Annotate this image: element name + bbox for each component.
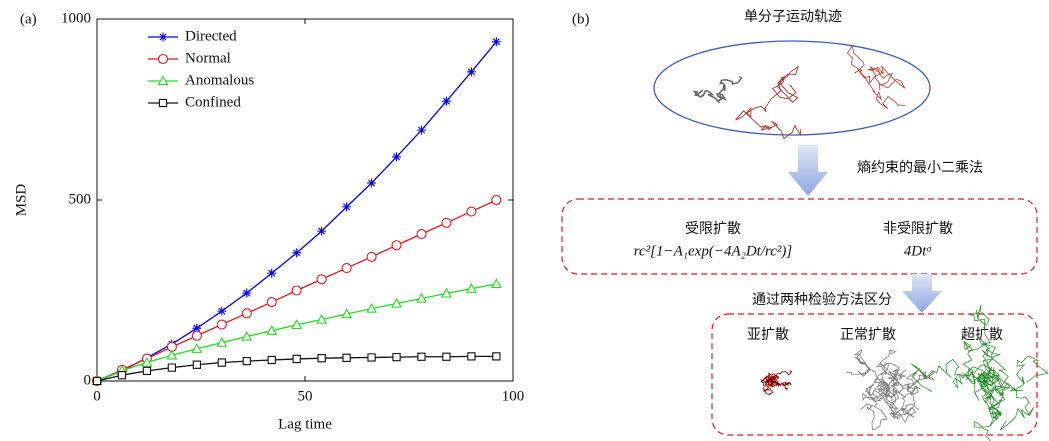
marker xyxy=(342,202,351,211)
trajectory xyxy=(848,46,906,109)
x-tick-label: 0 xyxy=(93,388,101,404)
confined-formula: rc²[1−A₁exp(−4A₂Dt/rc²)] xyxy=(634,243,793,259)
plot-frame xyxy=(97,19,513,381)
free-formula: 4Dtᵅ xyxy=(904,243,932,259)
trajectory xyxy=(736,67,801,139)
trajectory-title: 单分子运动轨迹 xyxy=(744,9,842,25)
marker xyxy=(467,207,476,216)
marker xyxy=(443,353,450,360)
marker xyxy=(93,377,100,384)
marker xyxy=(118,372,125,379)
marker xyxy=(393,354,400,361)
free-title: 非受限扩散 xyxy=(883,221,953,237)
class-label: 正常扩散 xyxy=(840,327,896,343)
marker xyxy=(193,361,200,368)
trajectory xyxy=(695,77,742,103)
marker xyxy=(292,248,301,257)
arrow xyxy=(902,274,942,313)
marker xyxy=(468,353,475,360)
marker xyxy=(367,178,376,187)
x-axis-label: Lag time xyxy=(278,416,332,432)
marker xyxy=(292,286,301,295)
legend-marker xyxy=(159,33,168,42)
marker xyxy=(267,269,276,278)
marker xyxy=(317,227,326,236)
marker xyxy=(417,126,426,135)
trajectory xyxy=(966,365,1001,401)
class-examples xyxy=(761,305,1048,441)
marker xyxy=(492,279,501,287)
marker xyxy=(242,309,251,318)
series-line xyxy=(97,42,496,381)
marker xyxy=(392,152,401,161)
marker xyxy=(318,355,325,362)
legend-label: Normal xyxy=(185,50,231,66)
marker xyxy=(418,353,425,360)
series-line xyxy=(97,284,496,381)
marker xyxy=(267,298,276,307)
marker xyxy=(217,320,226,329)
marker xyxy=(343,354,350,361)
legend-marker xyxy=(159,99,166,106)
y-axis-label: MSD xyxy=(13,184,29,217)
panel-label: (a) xyxy=(20,11,37,27)
x-tick-label: 100 xyxy=(502,388,525,404)
marker xyxy=(492,196,501,205)
marker xyxy=(218,359,225,366)
arrow xyxy=(788,145,828,196)
test-label: 通过两种检验方法区分 xyxy=(752,292,892,308)
legend-marker xyxy=(159,55,168,64)
confined-title: 受限扩散 xyxy=(685,221,741,237)
marker xyxy=(243,357,250,364)
trajectories xyxy=(695,46,906,139)
marker xyxy=(367,252,376,261)
legend-label: Directed xyxy=(185,28,237,44)
x-tick-label: 50 xyxy=(298,388,313,404)
legend-label: Anomalous xyxy=(185,72,254,88)
method-label: 熵约束的最小二乘法 xyxy=(857,160,983,176)
marker xyxy=(442,218,451,227)
marker xyxy=(168,364,175,371)
marker xyxy=(242,289,251,298)
y-tick-label: 500 xyxy=(69,191,92,207)
marker xyxy=(143,367,150,374)
marker xyxy=(368,354,375,361)
marker xyxy=(492,37,501,46)
legend-label: Confined xyxy=(185,94,241,110)
panel-label: (b) xyxy=(572,11,590,27)
marker xyxy=(268,356,275,363)
y-tick-label: 0 xyxy=(84,372,92,388)
model-box xyxy=(562,199,1037,274)
marker xyxy=(217,307,226,316)
marker xyxy=(417,230,426,239)
class-label: 亚扩散 xyxy=(747,327,789,343)
marker xyxy=(293,355,300,362)
marker xyxy=(493,353,500,360)
marker xyxy=(392,241,401,250)
figure: (a) Lag time MSD (b) 单分子运动轨迹 熵约束的最小二乘法 受… xyxy=(0,0,1049,441)
marker xyxy=(317,275,326,284)
marker xyxy=(192,331,201,340)
y-tick-label: 1000 xyxy=(61,10,91,26)
marker xyxy=(342,264,351,273)
